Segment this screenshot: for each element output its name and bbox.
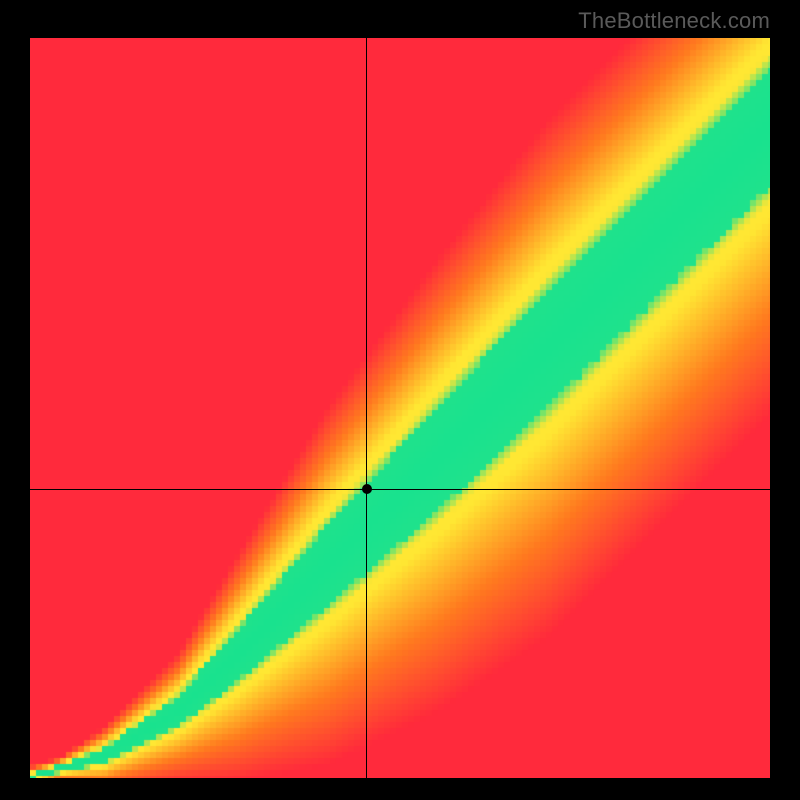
watermark-text: TheBottleneck.com bbox=[578, 8, 770, 34]
heatmap-canvas bbox=[30, 38, 770, 778]
bottleneck-heatmap bbox=[30, 38, 770, 778]
